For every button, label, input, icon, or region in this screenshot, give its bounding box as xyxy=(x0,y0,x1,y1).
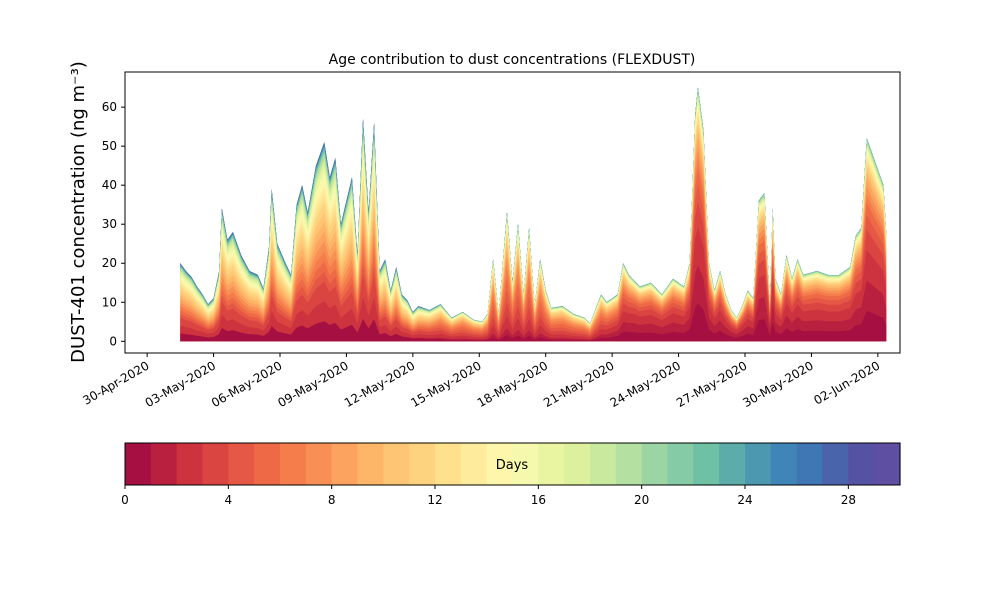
colorbar: Days 0 4 8 12 16 20 24 28 xyxy=(121,442,901,507)
colorbar-tick-label: 16 xyxy=(531,493,546,507)
colorbar-cell xyxy=(409,443,436,485)
colorbar-cell xyxy=(745,443,772,485)
colorbar-cell xyxy=(822,443,849,485)
colorbar-tick-label: 28 xyxy=(841,493,856,507)
colorbar-cell xyxy=(331,443,359,485)
colorbar-cell xyxy=(202,443,229,485)
colorbar-cell xyxy=(590,443,617,485)
colorbar-cell xyxy=(796,443,824,485)
y-tick-label: 30 xyxy=(102,217,117,231)
colorbar-tick-label: 8 xyxy=(328,493,336,507)
age-band-1 xyxy=(180,265,887,342)
colorbar-cell xyxy=(512,443,539,485)
y-tick-label: 60 xyxy=(102,100,117,114)
colorbar-frame xyxy=(124,442,901,486)
colorbar-cell xyxy=(641,443,669,485)
colorbar-cell xyxy=(538,443,565,485)
colorbar-cell xyxy=(460,443,488,485)
colorbar-tick-label: 0 xyxy=(121,493,129,507)
colorbar-cell xyxy=(770,443,798,485)
colorbar-cell xyxy=(125,443,152,485)
age-band-3 xyxy=(180,201,887,342)
colorbar-cell xyxy=(435,443,462,485)
stacked-areas xyxy=(180,87,887,342)
colorbar-cell xyxy=(615,443,643,485)
y-tick-label: 40 xyxy=(102,178,117,192)
y-tick-label: 0 xyxy=(109,334,117,348)
colorbar-cell xyxy=(848,443,875,485)
colorbar-cell xyxy=(719,443,746,485)
colorbar-label: Days xyxy=(496,458,529,473)
colorbar-cell xyxy=(486,443,514,485)
colorbar-tick-label: 20 xyxy=(634,493,649,507)
colorbar-cell xyxy=(228,443,255,485)
colorbar-tick-label: 24 xyxy=(737,493,752,507)
colorbar-tick-label: 4 xyxy=(225,493,233,507)
chart-title: Age contribution to dust concentrations … xyxy=(329,52,696,68)
age-band-0 xyxy=(180,303,887,342)
colorbar-cell xyxy=(874,443,901,485)
colorbar-cell xyxy=(150,443,178,485)
colorbar-cell xyxy=(254,443,281,485)
colorbar-cell xyxy=(176,443,204,485)
y-axis: 0 10 20 30 40 50 60 xyxy=(102,100,125,348)
y-tick-label: 50 xyxy=(102,139,117,153)
colorbar-cell xyxy=(305,443,333,485)
colorbar-cell xyxy=(564,443,591,485)
colorbar-cell xyxy=(280,443,307,485)
colorbar-cell xyxy=(667,443,694,485)
colorbar-tick-label: 12 xyxy=(427,493,442,507)
colorbar-cell xyxy=(383,443,410,485)
colorbar-cell xyxy=(357,443,384,485)
colorbar-cell xyxy=(693,443,720,485)
y-tick-label: 10 xyxy=(102,295,117,309)
axes-frame xyxy=(124,71,901,354)
y-tick-label: 20 xyxy=(102,256,117,270)
age-band-2 xyxy=(180,227,887,342)
y-axis-label: DUST-401 concentration (ng m⁻³) xyxy=(68,61,89,363)
